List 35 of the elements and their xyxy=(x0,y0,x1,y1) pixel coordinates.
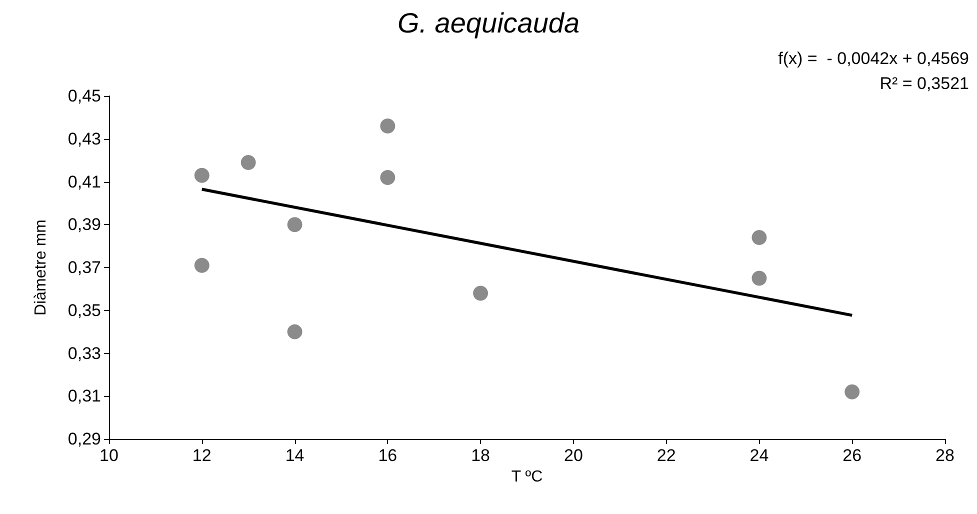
y-tick-label: 0,35 xyxy=(68,300,101,320)
y-axis-title: Diàmetre mm xyxy=(32,219,50,316)
x-tick-label: 26 xyxy=(842,446,862,465)
point xyxy=(752,270,767,286)
y-tick-label: 0,41 xyxy=(68,172,101,192)
x-tick-label: 20 xyxy=(564,446,583,465)
point xyxy=(380,118,396,134)
x-tick-label: 22 xyxy=(656,446,676,465)
x-axis-title: T ºC xyxy=(511,468,543,486)
x-tick-label: 18 xyxy=(471,446,490,465)
chart-title: G. aequicauda xyxy=(397,8,580,38)
y-tick-label: 0,45 xyxy=(68,86,101,106)
y-tick-label: 0,37 xyxy=(68,258,101,277)
point xyxy=(473,286,488,301)
x-tick-label: 12 xyxy=(192,446,212,465)
y-tick-label: 0,43 xyxy=(68,129,101,148)
point xyxy=(287,324,302,340)
text: R² = 0,3521 xyxy=(880,74,970,93)
x-tick-label: 16 xyxy=(378,446,398,465)
point xyxy=(844,384,860,400)
point xyxy=(380,170,396,185)
point xyxy=(752,230,767,245)
x-tick-label: 10 xyxy=(100,446,118,465)
y-tick-label: 0,39 xyxy=(68,215,101,234)
y-tick-label: 0,31 xyxy=(68,386,101,406)
x-tick-label: 14 xyxy=(285,446,304,465)
point xyxy=(240,154,256,170)
y-tick-label: 0,29 xyxy=(68,430,101,448)
point xyxy=(194,258,210,273)
x-tick-label: 28 xyxy=(936,446,954,465)
point xyxy=(287,217,302,232)
point xyxy=(194,168,210,183)
text: f(x) = - 0,0042x + 0,4569 xyxy=(778,49,970,68)
x-tick-label: 24 xyxy=(750,446,769,465)
y-tick-label: 0,33 xyxy=(68,344,101,363)
